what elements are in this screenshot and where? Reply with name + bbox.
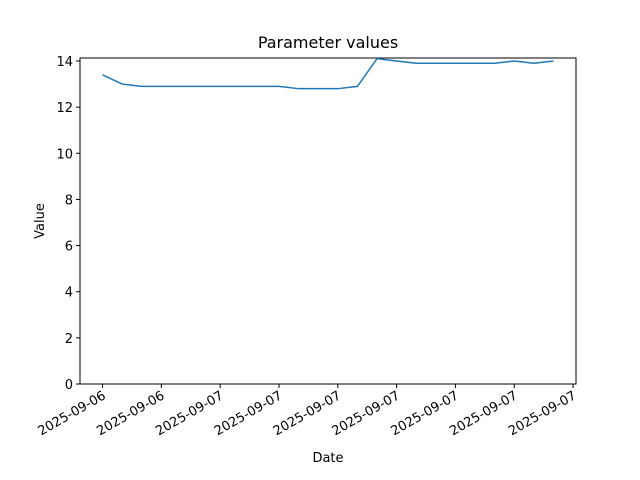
y-tick-label: 14 (56, 55, 73, 70)
y-tick-label: 0 (65, 378, 73, 393)
y-axis-label: Value (33, 203, 48, 239)
chart-title: Parameter values (258, 33, 398, 52)
plot-frame (79, 57, 577, 385)
x-axis-label: Date (312, 451, 343, 466)
y-tick-label: 4 (65, 286, 73, 301)
y-tick-label: 2 (65, 332, 73, 347)
y-tick-label: 6 (65, 240, 73, 255)
data-line (102, 57, 554, 90)
y-tick-label: 10 (56, 147, 73, 162)
y-tick-label: 12 (56, 101, 73, 116)
y-tick-label: 8 (65, 193, 73, 208)
